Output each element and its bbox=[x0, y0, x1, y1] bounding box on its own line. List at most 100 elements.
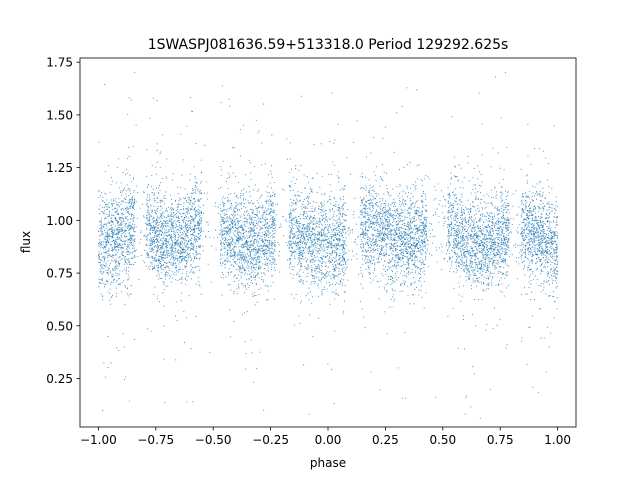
data-point bbox=[167, 225, 169, 227]
data-point bbox=[504, 261, 506, 263]
data-point bbox=[546, 241, 548, 243]
data-point bbox=[105, 208, 107, 211]
data-point bbox=[473, 241, 475, 243]
data-point bbox=[156, 196, 159, 198]
data-point bbox=[221, 244, 223, 246]
data-point bbox=[521, 243, 523, 245]
data-point bbox=[112, 223, 114, 225]
data-point bbox=[501, 273, 503, 275]
data-point bbox=[460, 167, 462, 169]
data-point bbox=[116, 275, 118, 277]
data-point bbox=[404, 217, 406, 219]
data-point bbox=[295, 198, 297, 200]
data-point bbox=[548, 227, 550, 229]
data-point bbox=[408, 221, 410, 223]
data-point bbox=[384, 225, 386, 227]
data-point bbox=[185, 261, 187, 263]
data-point bbox=[541, 240, 543, 242]
data-point bbox=[405, 245, 407, 247]
data-point bbox=[223, 237, 225, 239]
data-point bbox=[553, 251, 555, 253]
data-point bbox=[525, 206, 527, 208]
data-point bbox=[530, 283, 532, 285]
data-point bbox=[506, 226, 508, 229]
data-point bbox=[364, 238, 366, 240]
data-point bbox=[555, 243, 557, 245]
data-point bbox=[166, 217, 168, 219]
data-point bbox=[226, 210, 228, 212]
data-point bbox=[474, 266, 476, 268]
data-point bbox=[134, 200, 136, 202]
data-point bbox=[318, 224, 320, 226]
data-point bbox=[257, 241, 259, 243]
data-point bbox=[305, 235, 307, 237]
data-point bbox=[477, 165, 479, 167]
data-point bbox=[126, 201, 128, 203]
data-point bbox=[507, 194, 509, 197]
data-point bbox=[100, 264, 102, 266]
data-point bbox=[243, 206, 245, 208]
data-point bbox=[280, 226, 282, 228]
data-point bbox=[302, 271, 304, 273]
data-point bbox=[106, 213, 108, 215]
data-point bbox=[224, 238, 227, 240]
data-point bbox=[186, 125, 188, 127]
data-point bbox=[474, 233, 476, 235]
data-point bbox=[369, 208, 371, 211]
data-point bbox=[446, 226, 448, 229]
data-point bbox=[152, 241, 155, 243]
data-point bbox=[155, 173, 157, 175]
data-point bbox=[381, 238, 383, 240]
data-point bbox=[244, 217, 246, 219]
data-point bbox=[130, 243, 132, 245]
data-point bbox=[165, 285, 167, 287]
data-point bbox=[111, 180, 113, 182]
data-point bbox=[370, 210, 372, 213]
data-point bbox=[474, 229, 476, 231]
data-point bbox=[419, 280, 421, 282]
data-point bbox=[480, 261, 482, 263]
data-point bbox=[479, 210, 481, 212]
data-point bbox=[479, 228, 481, 230]
data-point bbox=[464, 222, 466, 224]
data-point bbox=[163, 240, 165, 242]
data-point bbox=[354, 239, 356, 241]
data-point bbox=[255, 259, 257, 261]
data-point bbox=[146, 220, 148, 222]
data-point bbox=[262, 204, 264, 206]
data-point bbox=[256, 239, 258, 241]
data-point bbox=[375, 229, 377, 231]
data-point bbox=[555, 205, 557, 207]
data-point bbox=[394, 250, 396, 252]
data-point bbox=[477, 281, 479, 283]
data-point bbox=[548, 235, 550, 237]
data-point bbox=[379, 201, 381, 203]
data-point bbox=[439, 199, 441, 202]
data-point bbox=[532, 208, 535, 210]
data-point bbox=[480, 263, 482, 265]
data-point bbox=[414, 237, 416, 239]
data-point bbox=[532, 243, 534, 245]
data-point bbox=[161, 218, 163, 220]
data-point bbox=[248, 254, 250, 256]
data-point bbox=[547, 274, 549, 276]
data-point bbox=[190, 265, 192, 267]
data-point bbox=[182, 220, 184, 222]
data-point bbox=[149, 244, 152, 246]
data-point bbox=[244, 341, 246, 343]
data-point bbox=[113, 267, 115, 269]
data-point bbox=[307, 248, 309, 250]
data-point bbox=[473, 249, 475, 251]
data-point bbox=[164, 257, 166, 260]
data-point bbox=[372, 238, 374, 240]
data-point bbox=[231, 241, 233, 243]
data-point bbox=[395, 274, 397, 276]
data-point bbox=[398, 236, 400, 238]
data-point bbox=[288, 225, 290, 227]
data-point bbox=[481, 154, 483, 156]
data-point bbox=[264, 217, 266, 219]
data-point bbox=[297, 234, 299, 236]
data-point bbox=[127, 244, 129, 246]
data-point bbox=[414, 205, 416, 207]
data-point bbox=[231, 215, 233, 217]
